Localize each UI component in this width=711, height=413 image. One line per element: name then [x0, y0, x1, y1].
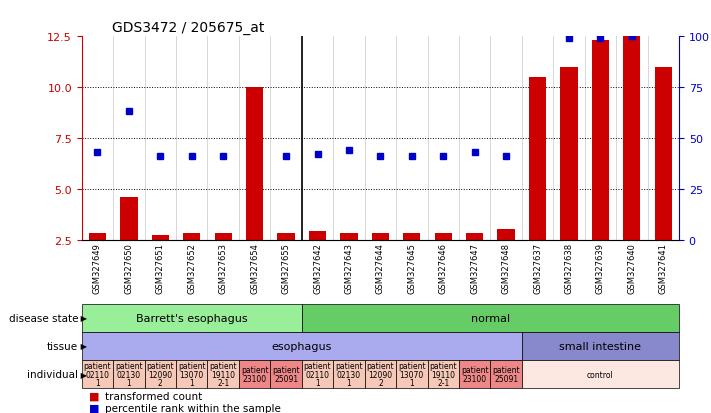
Bar [89, 234, 106, 240]
Text: patient
12090
2: patient 12090 2 [146, 361, 174, 387]
Text: GDS3472 / 205675_at: GDS3472 / 205675_at [112, 21, 264, 35]
Text: Barrett's esophagus: Barrett's esophagus [136, 313, 247, 323]
Text: patient
19110
2-1: patient 19110 2-1 [210, 361, 237, 387]
Text: control: control [587, 370, 614, 379]
Bar [208, 360, 239, 388]
Text: small intestine: small intestine [560, 341, 641, 351]
Text: ▶: ▶ [78, 313, 87, 323]
Bar [466, 234, 483, 240]
Text: patient
25091: patient 25091 [492, 366, 520, 383]
Text: patient
25091: patient 25091 [272, 366, 300, 383]
Bar [403, 234, 420, 240]
Bar [246, 88, 263, 240]
Text: ▶: ▶ [78, 370, 87, 379]
Bar [333, 360, 365, 388]
Text: percentile rank within the sample: percentile rank within the sample [105, 403, 280, 413]
Text: esophagus: esophagus [272, 341, 332, 351]
Bar [491, 360, 522, 388]
Bar [529, 78, 546, 240]
Bar [82, 332, 522, 360]
Text: normal: normal [471, 313, 510, 323]
Bar [624, 37, 641, 240]
Bar [301, 360, 333, 388]
Text: ▶: ▶ [78, 342, 87, 351]
Bar [301, 304, 679, 332]
Bar [183, 234, 201, 240]
Bar [592, 41, 609, 240]
Bar [239, 360, 270, 388]
Bar [434, 234, 452, 240]
Text: patient
13070
1: patient 13070 1 [398, 361, 426, 387]
Bar [151, 236, 169, 240]
Bar [427, 360, 459, 388]
Bar [655, 68, 672, 240]
Bar [215, 234, 232, 240]
Text: ■: ■ [89, 391, 100, 401]
Bar [113, 360, 144, 388]
Bar [498, 230, 515, 240]
Bar [120, 197, 137, 240]
Bar [82, 360, 113, 388]
Bar [144, 360, 176, 388]
Text: ■: ■ [89, 403, 100, 413]
Text: disease state: disease state [9, 313, 78, 323]
Bar [459, 360, 491, 388]
Bar [176, 360, 208, 388]
Text: patient
02110
1: patient 02110 1 [304, 361, 331, 387]
Bar [522, 332, 679, 360]
Text: patient
23100: patient 23100 [241, 366, 269, 383]
Bar [560, 68, 577, 240]
Bar [82, 304, 301, 332]
Bar [365, 360, 396, 388]
Text: patient
19110
2-1: patient 19110 2-1 [429, 361, 457, 387]
Bar [341, 234, 358, 240]
Bar [522, 360, 679, 388]
Text: patient
12090
2: patient 12090 2 [367, 361, 394, 387]
Text: patient
13070
1: patient 13070 1 [178, 361, 205, 387]
Text: patient
02110
1: patient 02110 1 [84, 361, 112, 387]
Bar [372, 234, 389, 240]
Text: patient
02130
1: patient 02130 1 [335, 361, 363, 387]
Bar [270, 360, 301, 388]
Text: individual: individual [27, 369, 78, 379]
Bar [277, 234, 295, 240]
Bar [309, 232, 326, 240]
Text: patient
23100: patient 23100 [461, 366, 488, 383]
Text: patient
02130
1: patient 02130 1 [115, 361, 143, 387]
Text: transformed count: transformed count [105, 391, 202, 401]
Text: tissue: tissue [47, 341, 78, 351]
Bar [396, 360, 427, 388]
